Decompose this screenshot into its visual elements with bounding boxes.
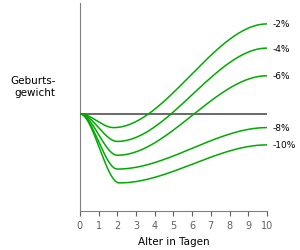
Text: -2%: -2% (272, 20, 290, 29)
Text: -10%: -10% (272, 141, 296, 150)
X-axis label: Alter in Tagen: Alter in Tagen (138, 236, 209, 246)
Text: -6%: -6% (272, 72, 290, 81)
Text: -4%: -4% (272, 44, 290, 54)
Text: -8%: -8% (272, 124, 290, 132)
Y-axis label: Geburts-
gewicht: Geburts- gewicht (10, 76, 56, 98)
